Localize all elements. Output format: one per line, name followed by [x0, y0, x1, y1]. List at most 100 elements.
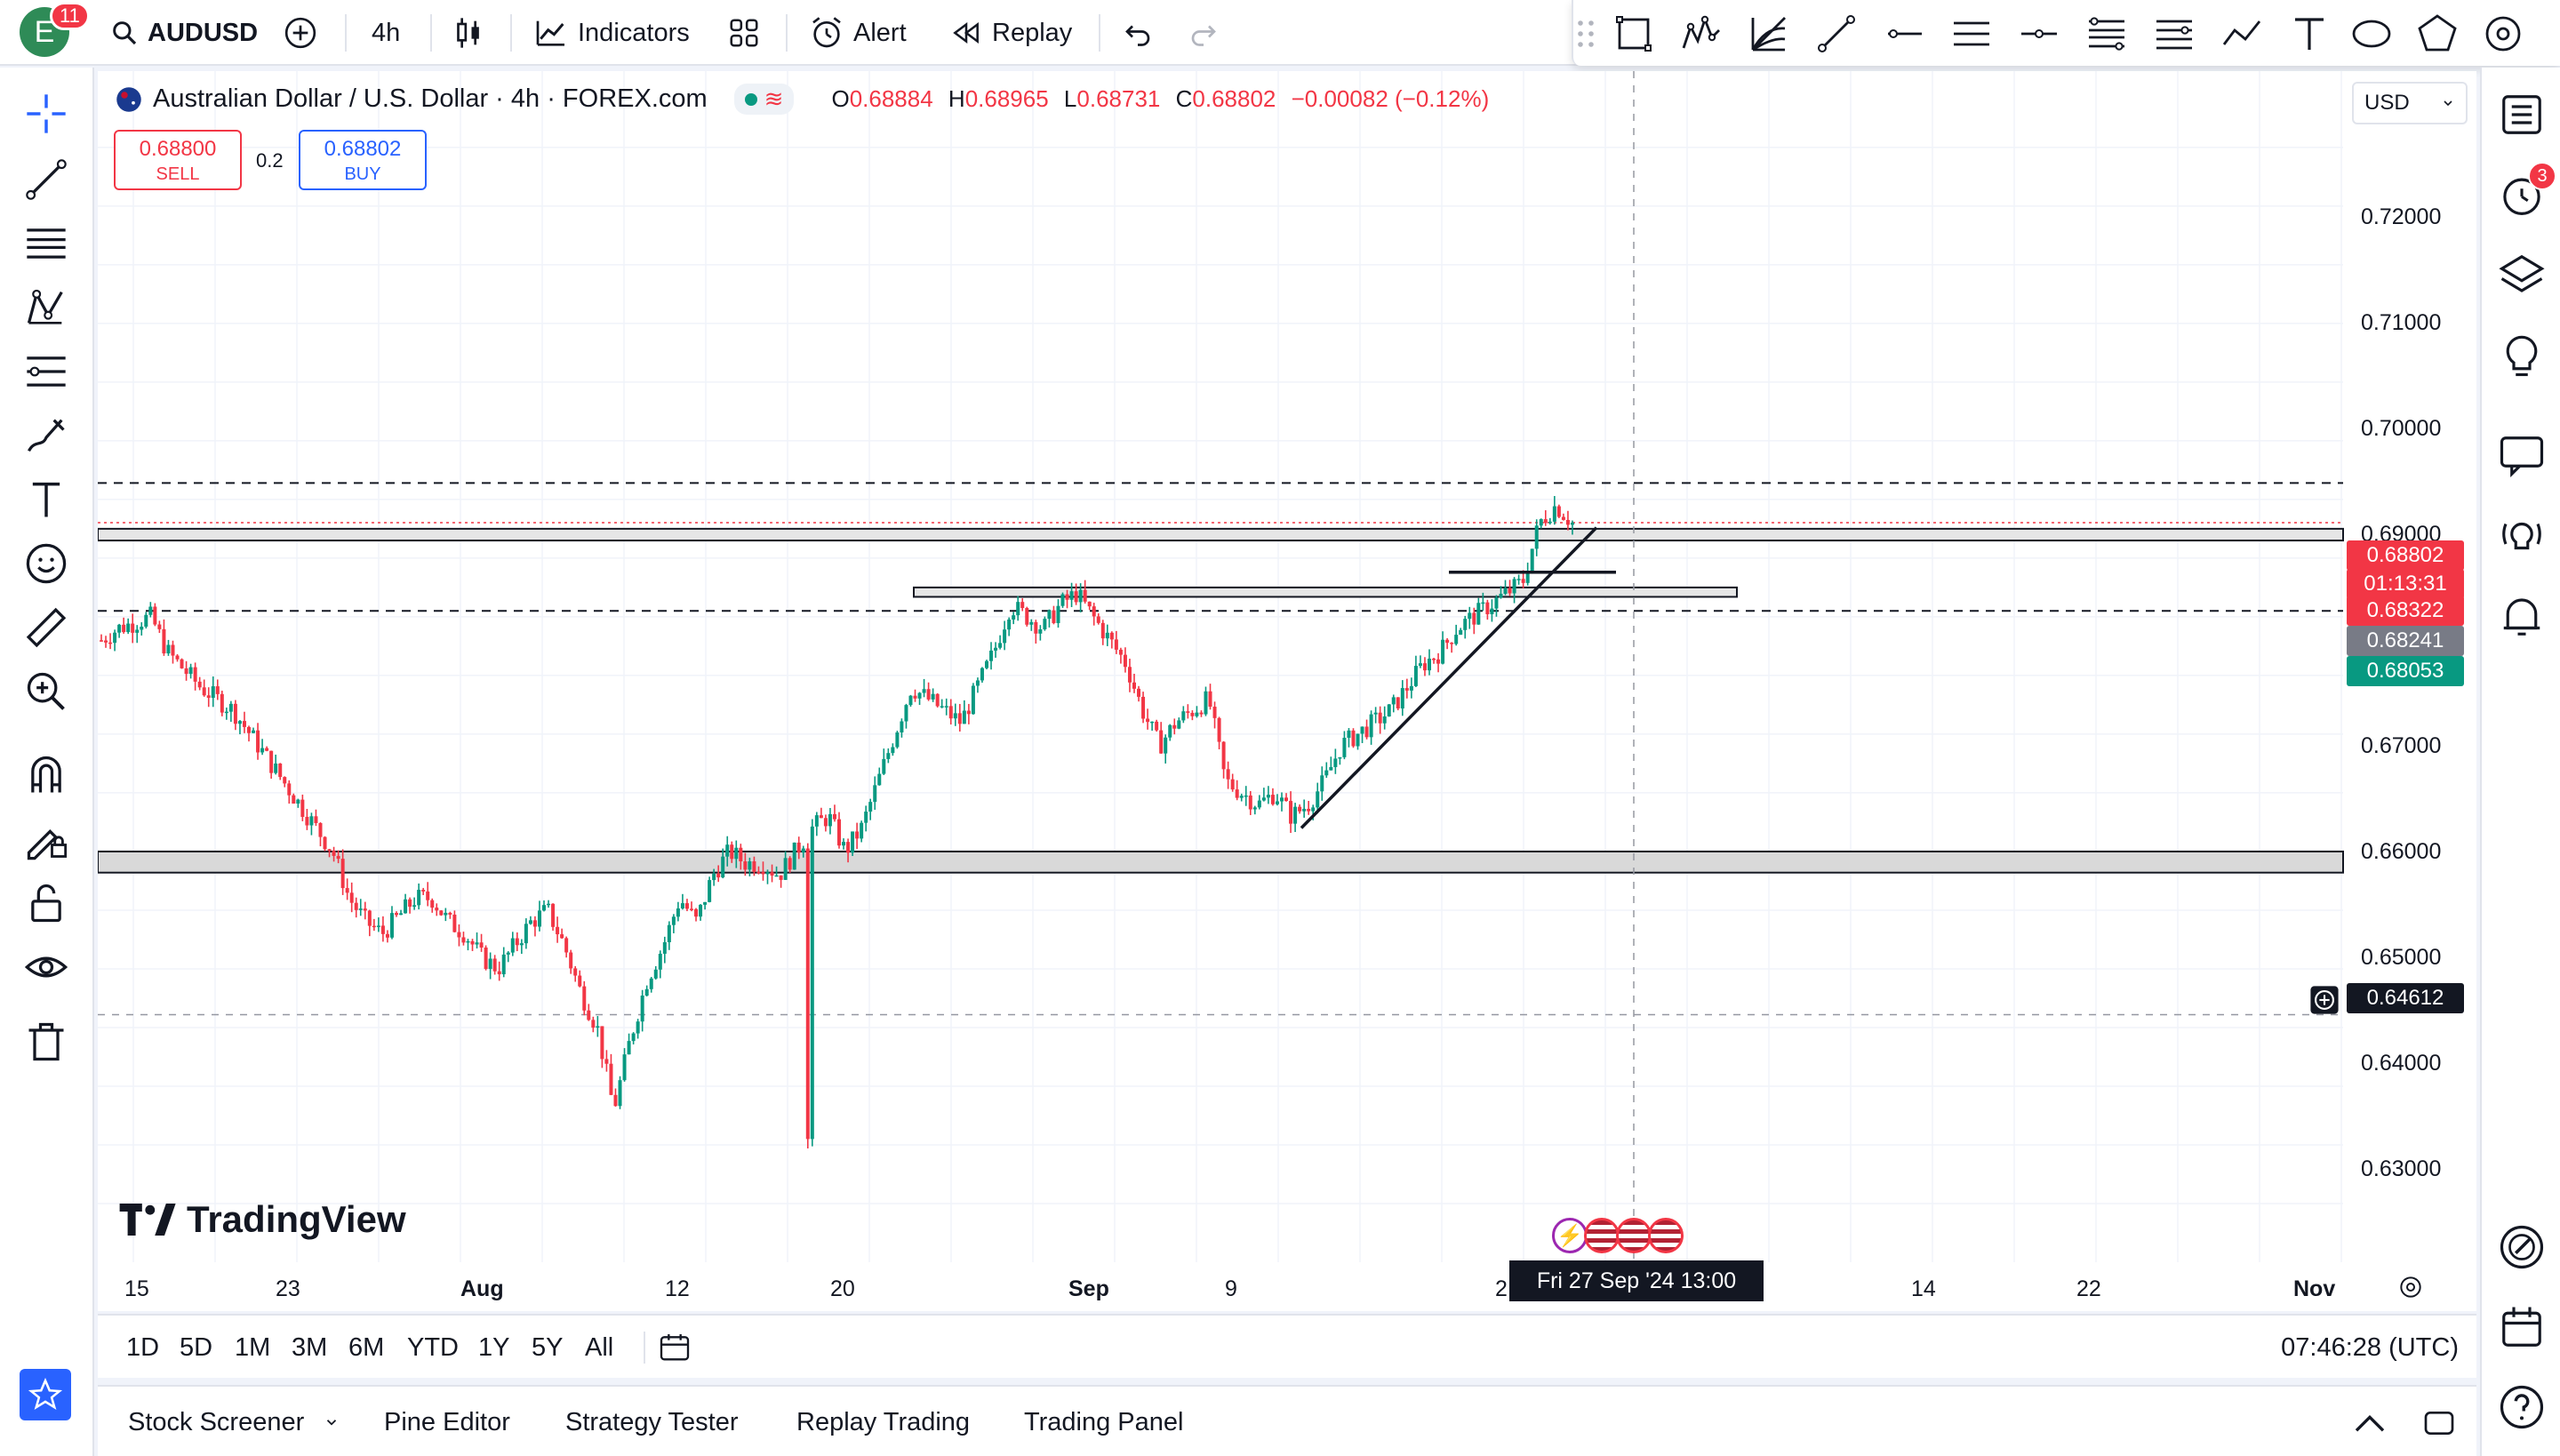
replay-button[interactable]: Replay	[949, 9, 1072, 57]
go-to-date-icon[interactable]	[656, 1330, 693, 1365]
fib-fan-icon[interactable]	[1748, 12, 1790, 55]
tradingview-logo[interactable]: TradingView	[119, 1198, 406, 1241]
candle-body	[1333, 758, 1338, 767]
eye-icon[interactable]	[23, 944, 69, 990]
trash-icon[interactable]	[23, 1019, 69, 1065]
candle-body	[283, 777, 287, 784]
buy-button[interactable]: 0.68802 BUY	[299, 130, 427, 190]
layers-icon[interactable]	[2498, 251, 2546, 299]
help-icon[interactable]	[2498, 1383, 2546, 1431]
maximize-panel-icon[interactable]	[2421, 1408, 2457, 1438]
utc-clock[interactable]: 07:46:28 (UTC)	[2281, 1333, 2459, 1362]
indicators-button[interactable]: Indicators	[533, 9, 690, 57]
watchlist-star-button[interactable]	[20, 1369, 71, 1420]
chart-pane[interactable]: Australian Dollar / U.S. Dollar · 4h · F…	[98, 71, 2476, 1311]
pattern-icon[interactable]	[23, 284, 69, 331]
candle-body	[1404, 688, 1409, 691]
range-5y[interactable]: 5Y	[532, 1333, 564, 1362]
undo-button[interactable]	[1122, 9, 1154, 57]
lightning-event-icon[interactable]: ⚡	[1552, 1218, 1588, 1253]
tab-strategy-tester[interactable]: Strategy Tester	[565, 1408, 739, 1436]
us-flag-event-icon[interactable]	[1616, 1218, 1652, 1253]
templates-button[interactable]	[727, 9, 761, 57]
tab-pine-editor[interactable]: Pine Editor	[384, 1408, 510, 1436]
price-chart[interactable]	[98, 71, 2476, 1311]
candle-body	[671, 916, 676, 925]
alert-button[interactable]: Alert	[809, 9, 907, 57]
candle-body	[269, 750, 274, 773]
price-tick: 0.65000	[2361, 945, 2442, 970]
candle-body	[1012, 615, 1016, 620]
calendar-icon[interactable]	[2498, 1303, 2546, 1351]
symbol-search[interactable]: AUDUSD	[110, 9, 258, 57]
parallel-channel-icon[interactable]	[1950, 12, 1993, 55]
lock-icon[interactable]	[23, 880, 69, 926]
range-1y[interactable]: 1Y	[478, 1333, 510, 1362]
market-status-badge[interactable]: ≋	[733, 84, 795, 115]
ellipse-icon[interactable]	[2350, 12, 2393, 55]
ruler-icon[interactable]	[23, 604, 69, 651]
candle-body	[667, 924, 671, 943]
lock-pencil-icon[interactable]	[23, 816, 69, 862]
currency-select[interactable]: USD	[2352, 82, 2468, 124]
trend-line-icon[interactable]	[1815, 12, 1858, 55]
economic-events[interactable]: ⚡	[1552, 1218, 1684, 1253]
tab-replay-trading[interactable]: Replay Trading	[796, 1408, 971, 1436]
axis-settings-icon[interactable]	[2396, 1273, 2425, 1301]
candle-body	[1570, 522, 1574, 525]
pattern-icon[interactable]	[1680, 12, 1723, 55]
rectangle-icon[interactable]	[1612, 12, 1655, 55]
compass-icon[interactable]	[2498, 1223, 2546, 1271]
emoji-icon[interactable]	[23, 540, 69, 587]
chart-type-button[interactable]	[453, 9, 485, 57]
candle-body	[1052, 610, 1056, 623]
live-stream-icon[interactable]	[2498, 512, 2546, 560]
magnet-icon[interactable]	[23, 752, 69, 798]
polygon-icon[interactable]	[2416, 12, 2459, 55]
candle-body	[752, 860, 756, 872]
range-1m[interactable]: 1M	[235, 1333, 271, 1362]
horizontal-line-icon[interactable]	[2018, 12, 2060, 55]
tab-trading-panel[interactable]: Trading Panel	[1024, 1408, 1184, 1436]
us-flag-event-icon[interactable]	[1584, 1218, 1620, 1253]
brush-icon[interactable]	[23, 412, 69, 459]
crosshair-icon[interactable]	[23, 91, 69, 137]
lines-icon[interactable]	[23, 220, 69, 267]
fib-retracement-icon[interactable]	[2085, 12, 2128, 55]
interval-button[interactable]: 4h	[372, 9, 400, 57]
trend-line-icon[interactable]	[23, 156, 69, 203]
chat-icon[interactable]	[2498, 432, 2546, 480]
range-6m[interactable]: 6M	[348, 1333, 385, 1362]
us-flag-event-icon[interactable]	[1648, 1218, 1684, 1253]
pitchfork-icon[interactable]	[2153, 12, 2196, 55]
chevron-up-icon[interactable]	[2352, 1408, 2388, 1438]
watchlist-icon[interactable]	[2498, 91, 2546, 139]
drag-handle-icon[interactable]	[1575, 12, 1596, 55]
redo-button[interactable]	[1188, 9, 1220, 57]
settings-icon[interactable]	[2482, 12, 2524, 55]
alerts-clock-icon[interactable]	[2498, 171, 2546, 219]
fib-tools-icon[interactable]	[23, 348, 69, 395]
compare-symbol-button[interactable]	[283, 9, 318, 57]
text-tool-icon[interactable]	[23, 476, 69, 523]
add-alert-plus-icon[interactable]	[2309, 985, 2340, 1015]
range-3m[interactable]: 3M	[292, 1333, 328, 1362]
notifications-bell-icon[interactable]	[2498, 592, 2546, 640]
text-tool-icon[interactable]	[2288, 12, 2331, 55]
horizontal-ray-icon[interactable]	[1883, 12, 1925, 55]
tab-stock-screener[interactable]: Stock Screener	[128, 1408, 340, 1437]
candle-body	[380, 925, 385, 934]
candle-body	[1494, 597, 1499, 609]
range-all[interactable]: All	[585, 1333, 614, 1362]
range-5d[interactable]: 5D	[180, 1333, 213, 1362]
polyline-icon[interactable]	[2220, 12, 2263, 55]
support-zone-upper	[913, 586, 1738, 598]
candle-body	[475, 942, 479, 945]
sell-button[interactable]: 0.68800 SELL	[114, 130, 242, 190]
range-1d[interactable]: 1D	[126, 1333, 160, 1362]
zoom-in-icon[interactable]	[23, 668, 69, 715]
range-ytd[interactable]: YTD	[407, 1333, 459, 1362]
symbol-description[interactable]: Australian Dollar / U.S. Dollar · 4h · F…	[153, 84, 708, 113]
candle-body	[926, 689, 931, 700]
ideas-bulb-icon[interactable]	[2498, 331, 2546, 379]
